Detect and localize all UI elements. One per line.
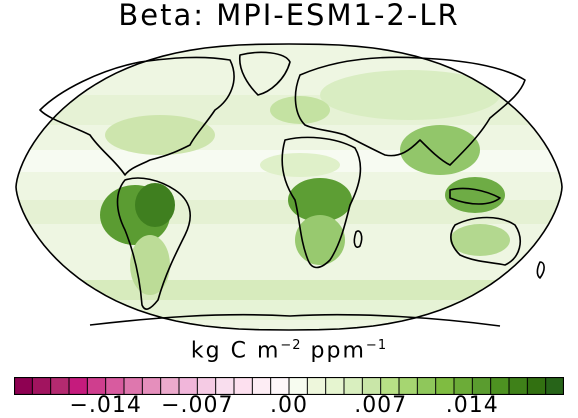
colorbar-swatch	[435, 377, 455, 395]
colorbar-swatch	[399, 377, 418, 395]
colorbar-swatch	[105, 377, 125, 395]
colorbar-units: kg C m−2 ppm−1	[0, 338, 578, 363]
colorbar-swatch	[124, 377, 143, 395]
colorbar-tick-label: .007	[354, 393, 408, 418]
colorbar-tick-label: −.007	[161, 393, 234, 418]
colorbar-tick-label: −.014	[69, 393, 142, 418]
colorbar-swatch	[490, 377, 510, 395]
colorbar-swatch	[50, 377, 70, 395]
colorbar-swatch	[527, 377, 547, 395]
colorbar-swatch	[344, 377, 363, 395]
colorbar	[14, 377, 564, 395]
colorbar-swatch	[325, 377, 345, 395]
units-exponent-1: −2	[280, 338, 302, 353]
colorbar-swatch	[380, 377, 400, 395]
colorbar-swatch	[307, 377, 327, 395]
units-text-2: ppm	[310, 338, 366, 364]
map-title: Beta: MPI-ESM1-2-LR	[118, 0, 460, 32]
colorbar-swatch	[545, 377, 564, 395]
colorbar-swatch	[289, 377, 308, 395]
colorbar-swatch	[32, 377, 52, 395]
colorbar-tick-label: .00	[270, 393, 308, 418]
map-field	[16, 44, 562, 330]
colorbar-swatch	[87, 377, 107, 395]
colorbar-swatch	[215, 377, 235, 395]
globe-outline	[15, 43, 563, 331]
colorbar-swatch	[472, 377, 492, 395]
colorbar-swatch	[454, 377, 473, 395]
coastlines	[39, 51, 545, 327]
colorbar-swatch	[14, 377, 33, 395]
colorbar-swatch	[179, 377, 198, 395]
colorbar-swatch	[252, 377, 272, 395]
global-beta-map	[15, 43, 563, 331]
colorbar-tick-label: .014	[445, 393, 499, 418]
units-text: kg C m	[190, 338, 281, 364]
colorbar-swatch	[417, 377, 437, 395]
colorbar-swatch	[509, 377, 528, 395]
colorbar-swatch	[142, 377, 162, 395]
colorbar-swatch	[270, 377, 290, 395]
colorbar-swatch	[234, 377, 253, 395]
colorbar-swatch	[362, 377, 382, 395]
colorbar-swatch	[69, 377, 88, 395]
colorbar-swatch	[160, 377, 180, 395]
colorbar-swatch	[197, 377, 217, 395]
units-exponent-2: −1	[365, 338, 388, 353]
